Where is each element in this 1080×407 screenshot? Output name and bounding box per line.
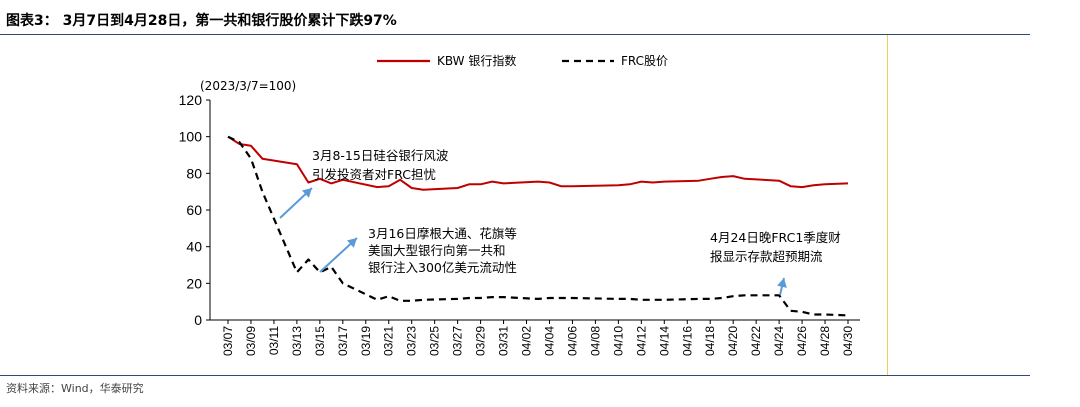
x-tick-label: 03/27 [451,326,465,356]
source-note: 资料来源：Wind，华泰研究 [6,382,144,395]
annotation-text-2: 3月16日摩根大通、花旗等 [368,226,517,241]
x-tick-label: 03/19 [359,326,373,356]
x-tick-label: 04/02 [520,326,534,356]
x-tick-label: 04/26 [795,326,809,356]
x-tick-label: 04/04 [542,326,556,356]
x-tick-label: 03/31 [497,326,511,356]
y-tick-label: 40 [186,239,202,255]
chart-title: 图表3： 3月7日到4月28日，第一共和银行股价累计下跌97% [6,13,397,29]
x-tick-label: 03/25 [428,326,442,356]
y-tick-label: 60 [186,202,202,218]
annotation-text-3: 4月24日晚FRC1季度财 [710,230,841,245]
frc-price-line [227,135,849,317]
x-tick-label: 04/12 [634,326,648,356]
x-tick-label: 04/22 [749,326,763,356]
footer-divider [0,375,1030,376]
chart-legend: KBW 银行指数 FRC股价 [377,53,668,68]
kbw-index-line [227,135,849,191]
title-divider [0,34,1030,35]
x-tick-label: 04/10 [611,326,625,356]
legend-label: FRC股价 [621,54,668,68]
right-boundary-line [887,35,888,375]
annotation-text-2: 美国大型银行向第一共和 [368,243,506,258]
annotation-arrowhead-2 [347,238,357,248]
y-tick-label: 120 [179,92,203,108]
annotation-text-2: 银行注入300亿美元流动性 [368,260,517,275]
y-tick-label: 100 [179,129,203,145]
x-tick-label: 04/08 [588,326,602,356]
y-tick-label: 20 [186,275,202,291]
x-tick-label: 03/13 [290,326,304,356]
x-tick-label: 03/29 [474,326,488,356]
y-tick-label: 80 [186,165,202,181]
x-tick-label: 04/18 [703,326,717,356]
x-tick-label: 04/30 [841,326,855,356]
annotation-text-1: 引发投资者对FRC担忧 [312,167,436,182]
annotation-text-1: 3月8-15日硅谷银行风波 [312,148,449,163]
x-tick-label: 04/28 [818,326,832,356]
x-tick-label: 04/16 [680,326,694,356]
x-tick-label: 04/06 [565,326,579,356]
x-tick-label: 03/15 [313,326,327,356]
x-tick-label: 04/24 [772,326,786,356]
chart-axes: 0 20 40 60 80 100 120 03/07 03/09 03/11 03/13 03/15… [179,92,860,356]
annotation-text-3: 报显示存款超预期流 [710,249,823,264]
legend-label: KBW 银行指数 [437,53,516,68]
x-tick-label: 03/07 [221,326,235,356]
y-tick-label: 0 [194,312,202,328]
x-tick-label: 03/23 [405,326,419,356]
x-tick-label: 03/09 [244,326,258,356]
x-tick-label: 03/17 [336,326,350,356]
x-tick-label: 04/20 [726,326,740,356]
x-tick-label: 03/11 [267,326,281,355]
chart-series [227,135,849,317]
y-unit-label: (2023/3/7=100) [200,79,296,93]
x-tick-label: 04/14 [657,326,671,356]
x-tick-label: 03/21 [382,326,396,356]
annotation-arrowhead-3 [777,278,787,288]
annotation-arrowhead-1 [302,188,312,198]
